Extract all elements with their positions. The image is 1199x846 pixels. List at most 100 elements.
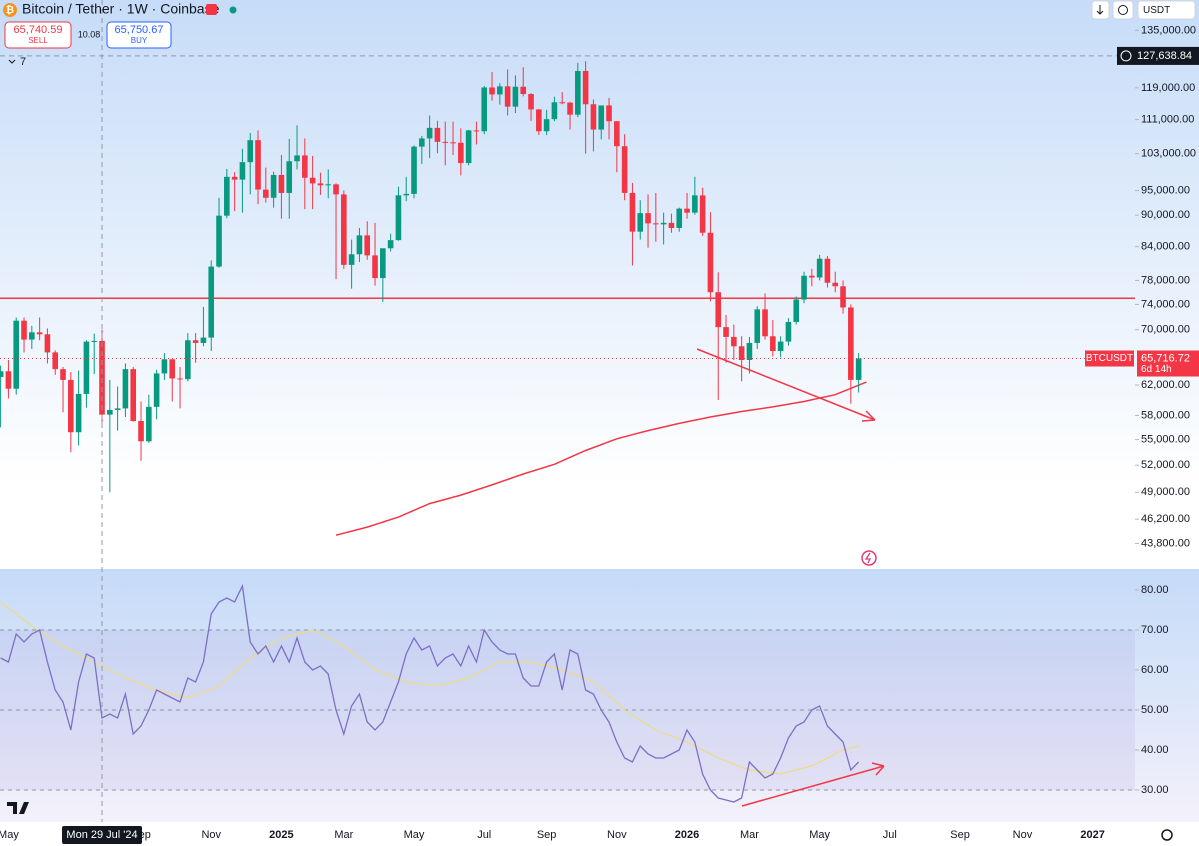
candle-body xyxy=(302,155,308,178)
buy-button[interactable] xyxy=(106,21,172,49)
last-price-badge xyxy=(1137,350,1199,377)
candle-body xyxy=(122,369,129,409)
candle-body xyxy=(395,195,402,241)
candle-body xyxy=(36,332,43,335)
candle-body xyxy=(247,140,254,163)
candle-body xyxy=(582,70,589,105)
candle-body xyxy=(692,195,698,213)
collapse-icon[interactable] xyxy=(8,59,16,64)
candle-body xyxy=(738,346,745,360)
candle-body xyxy=(481,87,488,132)
candle-body xyxy=(855,358,862,380)
candle-body xyxy=(294,155,300,162)
candle-body xyxy=(832,282,839,287)
rsi-average xyxy=(0,601,859,775)
candle-body xyxy=(91,340,98,342)
candle-body xyxy=(606,105,612,122)
candle-body xyxy=(723,327,729,337)
currency-button[interactable] xyxy=(1137,0,1196,20)
candle-body xyxy=(536,109,542,132)
candle-body xyxy=(434,127,441,142)
y-tick-label: 58,000.00 xyxy=(1141,409,1190,421)
buy-price: 65,750.67 xyxy=(115,24,164,36)
y-tick-label: 111,000.00 xyxy=(1141,113,1194,125)
candle-body xyxy=(169,359,176,379)
candle-body xyxy=(52,352,59,370)
candle-body xyxy=(731,336,737,347)
x-tick-label: May xyxy=(809,829,830,841)
x-tick-label: Nov xyxy=(607,829,627,841)
candle-body xyxy=(512,86,519,107)
candle-body xyxy=(333,184,339,195)
price-pane xyxy=(0,0,1199,569)
y-tick-label: 43,800.00 xyxy=(1141,537,1190,549)
candle-body xyxy=(75,393,82,433)
candle-body xyxy=(754,309,761,343)
candle-body xyxy=(192,340,199,343)
x-tick-label: Nov xyxy=(1013,829,1033,841)
status-dot xyxy=(229,6,237,14)
candle-body xyxy=(83,341,90,394)
x-tick-label: Mar xyxy=(740,829,759,841)
x-tick-label: 2026 xyxy=(675,829,699,841)
candle-body xyxy=(442,141,449,143)
candle-body xyxy=(114,408,121,410)
sell-price: 65,740.59 xyxy=(14,24,63,36)
candle-body xyxy=(824,258,831,283)
candle-body xyxy=(489,87,495,95)
refresh-button[interactable] xyxy=(1112,0,1134,20)
candle-body xyxy=(840,286,846,308)
candle-body xyxy=(231,176,238,180)
candle-body xyxy=(559,102,566,104)
candle-body xyxy=(419,138,425,147)
candle-body xyxy=(130,369,137,421)
y-tick-label: 55,000.00 xyxy=(1141,434,1190,446)
x-tick-label: Nov xyxy=(201,829,221,841)
y-tick-label: 46,200.00 xyxy=(1141,513,1190,525)
candle-body xyxy=(707,232,714,293)
candle-body xyxy=(13,320,20,389)
candle-body xyxy=(473,130,480,132)
indicators-count: 7 xyxy=(20,56,26,68)
candle-body xyxy=(60,369,66,380)
x-tick-label: Sep xyxy=(537,829,557,841)
candle-body xyxy=(668,222,675,229)
flag-icon[interactable] xyxy=(206,4,217,15)
y-tick-label: 60.00 xyxy=(1141,664,1169,676)
candle-body xyxy=(224,176,230,216)
candle-body xyxy=(567,102,573,115)
alert-icon[interactable] xyxy=(861,550,877,566)
candle-body xyxy=(380,248,386,279)
alert-bolt xyxy=(864,552,872,564)
tv-logo[interactable] xyxy=(7,802,29,814)
settings-icon[interactable] xyxy=(1161,829,1173,841)
countdown: 6d 14h xyxy=(1141,364,1172,375)
x-tick-label: May xyxy=(0,829,19,841)
candle-body xyxy=(317,183,324,186)
sell-button[interactable] xyxy=(4,21,72,49)
candle-body xyxy=(575,70,581,115)
y-tick-label: 70.00 xyxy=(1141,624,1169,636)
candle-body xyxy=(543,119,550,132)
x-tick-label: 2027 xyxy=(1080,829,1104,841)
spread: 10.08 xyxy=(78,29,101,39)
y-tick-label: 49,000.00 xyxy=(1141,486,1190,498)
candle-body xyxy=(208,266,215,338)
candle-body xyxy=(0,371,4,378)
y-tick-label: 52,000.00 xyxy=(1141,459,1190,471)
candle-body xyxy=(465,130,472,164)
candle-body xyxy=(520,86,527,95)
candle-body xyxy=(816,258,823,278)
candle-body xyxy=(450,142,456,144)
candle-body xyxy=(403,193,410,196)
candle-body xyxy=(29,332,35,340)
candle-body xyxy=(278,174,285,193)
candle-body xyxy=(801,275,807,300)
candle-body xyxy=(68,379,74,433)
candle-body xyxy=(793,299,800,322)
currency: USDT xyxy=(1143,5,1170,16)
candle-body xyxy=(341,194,347,265)
y-tick-label: 135,000.00 xyxy=(1141,24,1196,36)
